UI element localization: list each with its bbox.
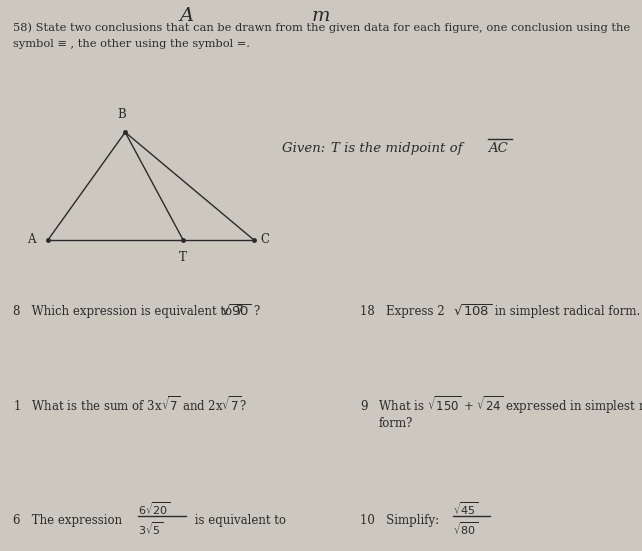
Text: 58) State two conclusions that can be drawn from the given data for each figure,: 58) State two conclusions that can be dr… [13,22,630,33]
Text: 8   Which expression is equivalent to 7: 8 Which expression is equivalent to 7 [13,305,243,318]
Text: 1   What is the sum of 3x$\sqrt{7}$ and 2x$\sqrt{7}$?: 1 What is the sum of 3x$\sqrt{7}$ and 2x… [13,396,247,414]
Text: 18   Express 2: 18 Express 2 [360,305,444,318]
Text: ?: ? [254,305,260,318]
Text: $6\sqrt{20}$: $6\sqrt{20}$ [138,500,170,517]
Text: 10   Simplify:: 10 Simplify: [360,514,442,527]
Text: B: B [117,108,126,121]
Text: 9   What is $\sqrt{150}$ + $\sqrt{24}$ expressed in simplest radical: 9 What is $\sqrt{150}$ + $\sqrt{24}$ exp… [360,394,642,416]
Text: in simplest radical form.: in simplest radical form. [491,305,640,318]
Text: Given:: Given: [282,142,330,155]
Text: AC: AC [488,142,508,155]
Text: T is the midpoint of: T is the midpoint of [331,142,466,155]
Text: $\sqrt{90}$: $\sqrt{90}$ [221,304,252,319]
Text: A: A [179,7,193,25]
Text: A: A [27,233,35,246]
Text: $\sqrt{108}$: $\sqrt{108}$ [453,304,492,319]
Text: 6   The expression: 6 The expression [13,514,126,527]
Text: $\sqrt{80}$: $\sqrt{80}$ [453,520,478,537]
Text: m: m [312,7,330,25]
Text: C: C [260,233,269,246]
Text: $\sqrt{45}$: $\sqrt{45}$ [453,500,478,517]
Text: T: T [179,251,187,264]
Text: $3\sqrt{5}$: $3\sqrt{5}$ [138,520,163,537]
Text: form?: form? [379,417,413,430]
Text: symbol ≡ , the other using the symbol =.: symbol ≡ , the other using the symbol =. [13,39,250,48]
Text: is equivalent to: is equivalent to [191,514,286,527]
